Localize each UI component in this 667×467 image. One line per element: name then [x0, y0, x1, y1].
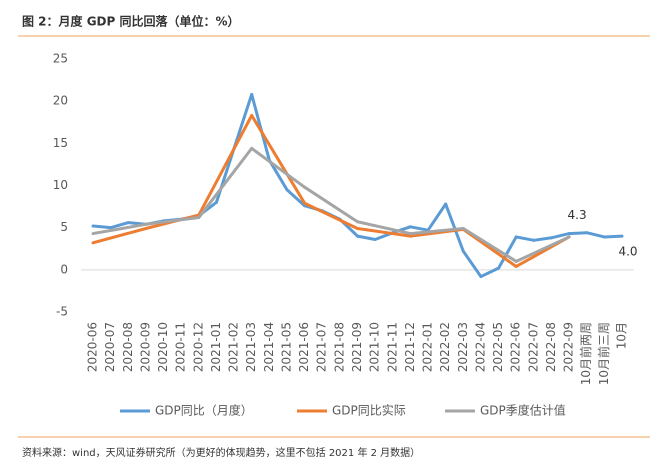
- line-segment: [197, 114, 254, 217]
- line-segment: [514, 235, 571, 263]
- x-tick-label: 2021-09: [350, 322, 364, 372]
- x-tick-label: 2021-10: [368, 322, 382, 372]
- legend-label: GDP同比（月度）: [155, 403, 253, 418]
- legend-label: GDP季度估计值: [480, 403, 566, 418]
- line-segment: [250, 146, 307, 189]
- x-tick-label: 10月: [615, 322, 629, 349]
- line-segment: [356, 220, 412, 236]
- x-tick-label: 2020-08: [121, 322, 135, 372]
- source-note: 资料来源：wind，天风证券研究所（为更好的体现趋势，这里不包括 2021 年 …: [22, 446, 420, 459]
- x-tick-label: 2021-06: [297, 322, 311, 372]
- x-tick-label: 2020-06: [86, 322, 100, 372]
- x-tick-label: 2020-07: [103, 322, 117, 372]
- line-segment: [232, 92, 254, 150]
- line-segment: [549, 232, 571, 240]
- x-tick-label: 2021-01: [209, 322, 223, 372]
- x-tick-label: 2022-03: [456, 322, 470, 372]
- x-tick-label: 2020-11: [174, 322, 188, 372]
- x-tick-label: 2021-07: [315, 322, 329, 372]
- x-tick-label: 2020-10: [156, 322, 170, 372]
- y-tick-label: 5: [60, 220, 68, 234]
- line-segment: [585, 231, 606, 239]
- line-segment: [197, 146, 254, 220]
- x-tick-label: 2021-04: [262, 322, 276, 372]
- x-tick-label: 2022-02: [438, 322, 452, 372]
- line-segment: [356, 227, 412, 238]
- y-tick-label: 15: [53, 136, 68, 150]
- line-segment: [479, 266, 501, 279]
- y-tick-label: 0: [60, 262, 68, 276]
- line-segment: [602, 234, 624, 239]
- line-segment: [109, 221, 130, 230]
- y-tick-label: 20: [53, 94, 68, 108]
- x-tick-label: 2020-12: [191, 322, 205, 372]
- line-segment: [303, 185, 359, 224]
- line-segment: [408, 227, 465, 236]
- line-segment: [91, 227, 148, 245]
- line-segment: [461, 249, 483, 279]
- data-label: 4.0: [618, 245, 637, 259]
- line-segment: [91, 224, 113, 230]
- legend-label: GDP同比实际: [332, 403, 406, 418]
- line-segment: [497, 235, 518, 270]
- x-tick-label: 2021-08: [332, 322, 346, 372]
- x-tick-label: 2022-08: [544, 322, 558, 372]
- line-segment: [144, 216, 201, 226]
- x-tick-label: 2022-05: [491, 322, 505, 372]
- x-tick-label: 2021-03: [244, 322, 258, 372]
- x-tick-label: 2021-11: [385, 322, 399, 372]
- y-tick-label: -5: [56, 305, 68, 319]
- x-tick-label: 2021-12: [403, 322, 417, 372]
- line-segment: [461, 227, 518, 263]
- line-segment: [408, 225, 430, 232]
- line-segment: [303, 201, 359, 231]
- x-tick-label: 10月前三周: [596, 322, 611, 385]
- x-tick-label: 2021-02: [227, 322, 241, 372]
- line-segment: [567, 231, 589, 236]
- x-tick-label: 2022-09: [562, 322, 576, 372]
- line-segment: [444, 202, 465, 253]
- line-segment: [250, 114, 307, 205]
- y-tick-label: 10: [53, 178, 68, 192]
- x-tick-label: 2022-01: [421, 322, 435, 372]
- line-segment: [285, 188, 307, 208]
- data-label: 4.3: [568, 208, 587, 222]
- x-tick-label: 2022-07: [526, 322, 540, 372]
- line-segment: [426, 202, 448, 232]
- x-tick-label: 2022-06: [509, 322, 523, 372]
- line-segment: [91, 222, 148, 236]
- x-tick-label: 2022-04: [473, 322, 487, 372]
- chart-title: 图 2：月度 GDP 同比回落（单位：%）: [22, 14, 240, 29]
- x-tick-label: 2021-05: [279, 322, 293, 372]
- line-segment: [514, 235, 536, 242]
- x-tick-label: 2020-09: [138, 322, 152, 372]
- line-segment: [532, 236, 553, 242]
- line-segment: [356, 234, 377, 241]
- y-tick-label: 25: [53, 52, 68, 66]
- x-tick-label: 10月前两周: [578, 322, 593, 385]
